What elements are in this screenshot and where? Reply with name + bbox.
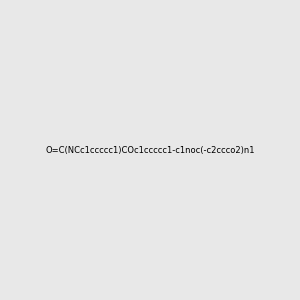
Text: O=C(NCc1ccccc1)COc1ccccc1-c1noc(-c2ccco2)n1: O=C(NCc1ccccc1)COc1ccccc1-c1noc(-c2ccco2… [45,146,255,154]
